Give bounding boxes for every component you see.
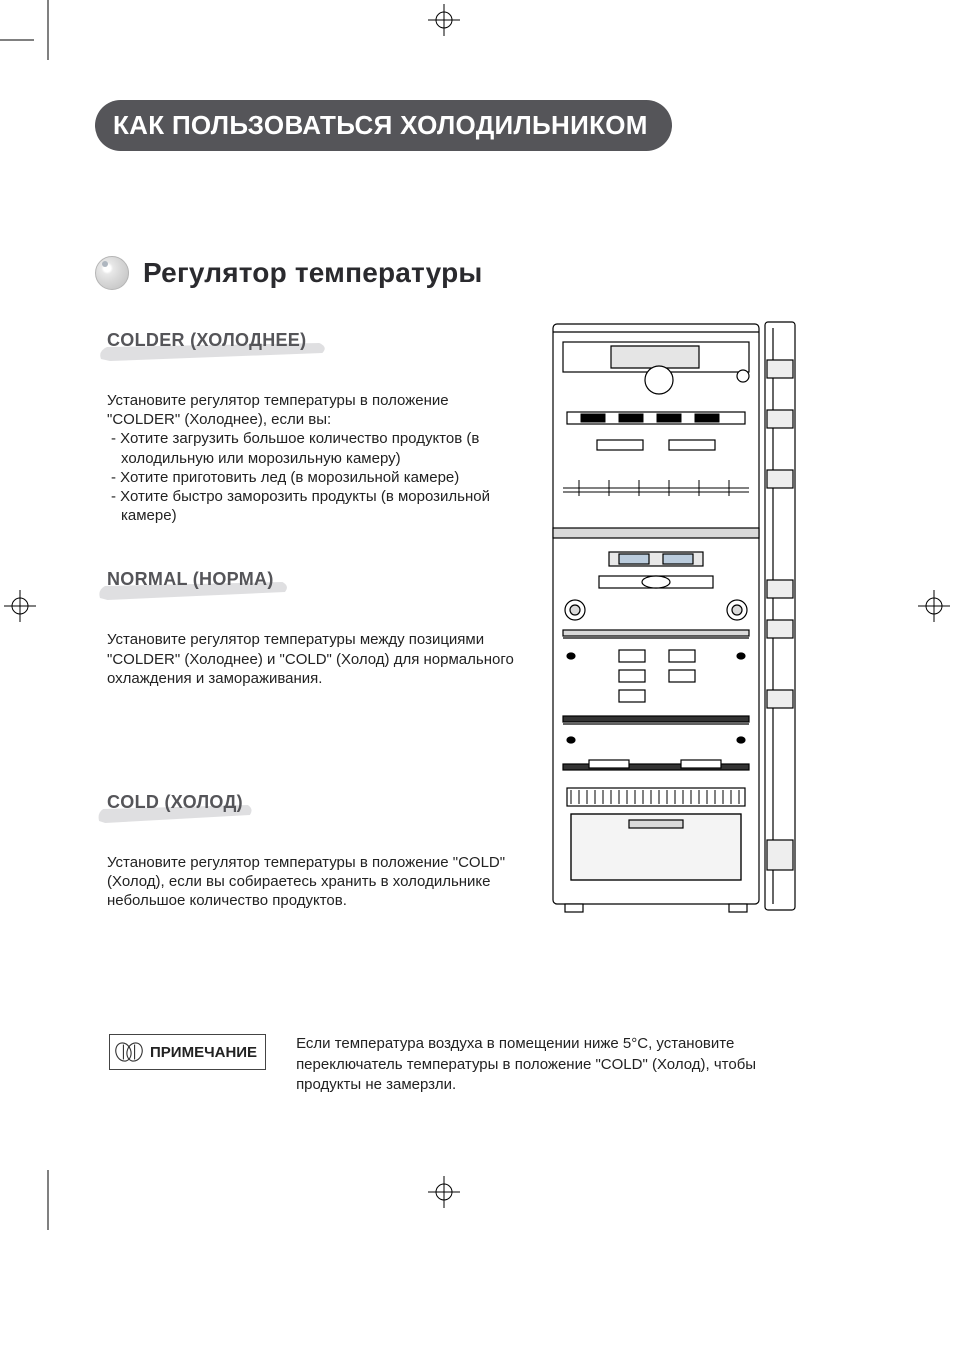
list-item: - Хотите приготовить лед (в морозильной …	[107, 468, 525, 487]
page-title: КАК ПОЛЬЗОВАТЬСЯ ХОЛОДИЛЬНИКОМ	[95, 100, 672, 151]
colder-intro: Установите регулятор температуры в полож…	[107, 391, 525, 429]
colder-para: Установите регулятор температуры в полож…	[107, 391, 525, 525]
leaf-icon	[114, 1039, 144, 1065]
section-header: Регулятор температуры	[95, 256, 855, 290]
cold-para: Установите регулятор температуры в полож…	[107, 853, 525, 911]
illustration-column	[549, 320, 801, 944]
page-content: КАК ПОЛЬЗОВАТЬСЯ ХОЛОДИЛЬНИКОМ Регулятор…	[95, 100, 855, 1095]
label-cold-text: COLD (ХОЛОД)	[107, 792, 243, 812]
list-item: - Хотите быстро заморозить продукты (в м…	[107, 487, 525, 525]
text-column: COLDER (ХОЛОДНЕЕ) Установите регулятор т…	[95, 320, 525, 944]
label-colder: COLDER (ХОЛОДНЕЕ)	[107, 330, 306, 351]
section-title: Регулятор температуры	[143, 257, 483, 289]
note-badge: ПРИМЕЧАНИЕ	[109, 1034, 266, 1070]
bullet-icon	[95, 256, 129, 290]
label-normal: NORMAL (НОРМА)	[107, 569, 274, 590]
note-row: ПРИМЕЧАНИЕ Если температура воздуха в по…	[95, 1034, 855, 1095]
note-text: Если температура воздуха в помещении ниж…	[296, 1034, 766, 1095]
normal-para: Установите регулятор температуры между п…	[107, 630, 525, 688]
fridge-diagram	[549, 320, 801, 915]
colder-list: - Хотите загрузить большое количество пр…	[107, 429, 525, 525]
label-cold: COLD (ХОЛОД)	[107, 792, 243, 813]
list-item: - Хотите загрузить большое количество пр…	[107, 429, 525, 467]
note-badge-text: ПРИМЕЧАНИЕ	[150, 1044, 257, 1061]
label-normal-text: NORMAL (НОРМА)	[107, 569, 274, 589]
label-colder-text: COLDER (ХОЛОДНЕЕ)	[107, 330, 306, 350]
